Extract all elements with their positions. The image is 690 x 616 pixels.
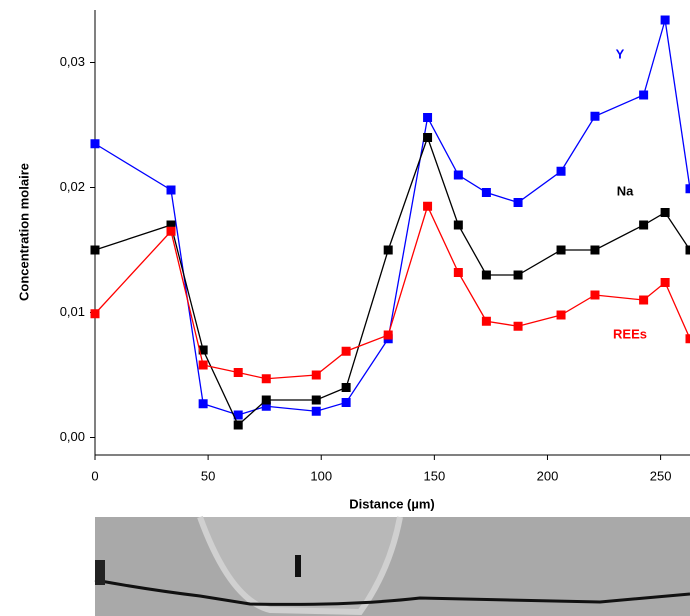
image-pore — [295, 555, 301, 577]
data-point — [556, 166, 566, 176]
data-point — [513, 198, 523, 207]
data-point — [481, 188, 491, 197]
data-point — [685, 334, 690, 344]
data-point — [556, 245, 566, 255]
data-point — [198, 345, 208, 355]
image-crack — [94, 578, 690, 606]
data-point — [198, 360, 208, 370]
data-point — [383, 330, 393, 340]
data-point — [660, 15, 670, 25]
data-point — [639, 90, 649, 100]
data-point — [423, 133, 433, 142]
data-point — [90, 139, 100, 149]
data-point — [261, 374, 271, 384]
micrograph — [94, 515, 690, 616]
data-point — [513, 270, 523, 280]
data-point — [341, 383, 351, 392]
data-point — [166, 226, 176, 236]
y-tick-label: 0,03 — [60, 54, 85, 69]
data-point — [639, 220, 649, 230]
data-point — [166, 220, 176, 230]
data-point — [233, 410, 243, 420]
data-point — [453, 220, 463, 230]
data-point — [590, 290, 600, 300]
x-tick-label: 150 — [424, 468, 446, 483]
x-tick-label: 200 — [537, 468, 559, 483]
data-point — [383, 245, 393, 255]
data-point — [261, 395, 271, 405]
x-tick-label: 100 — [310, 468, 332, 483]
data-point — [685, 245, 690, 255]
data-point — [590, 111, 600, 121]
data-point — [311, 406, 321, 416]
x-tick-label: 0 — [91, 468, 98, 483]
data-point — [453, 170, 463, 180]
data-point — [261, 401, 271, 411]
data-point — [660, 208, 670, 217]
series-line — [94, 204, 690, 380]
data-point — [453, 268, 463, 277]
data-point — [556, 310, 566, 320]
x-axis-label: Distance (µm) — [349, 496, 435, 511]
data-point — [166, 185, 176, 195]
data-point — [233, 368, 243, 377]
series-label: Y — [616, 46, 625, 61]
data-point — [341, 398, 351, 407]
data-point — [311, 370, 321, 380]
data-point — [90, 309, 100, 319]
data-point — [233, 420, 243, 430]
series-label: REEs — [613, 326, 647, 341]
data-point — [90, 245, 100, 255]
series-label: Na — [617, 183, 634, 198]
data-point — [481, 270, 491, 280]
image-rim — [197, 515, 403, 616]
data-point — [639, 295, 649, 305]
data-point — [513, 321, 523, 331]
data-point — [660, 278, 670, 287]
y-tick-label: 0,01 — [60, 304, 85, 319]
y-axis-label: Concentration molaire — [16, 163, 31, 301]
data-point — [423, 201, 433, 211]
image-pore — [95, 560, 105, 585]
data-point — [423, 113, 433, 122]
y-tick-label: 0,02 — [60, 179, 85, 194]
data-point — [311, 395, 321, 405]
data-point — [481, 316, 491, 326]
series-line — [94, 19, 690, 416]
data-point — [685, 184, 690, 194]
data-point — [341, 346, 351, 356]
data-point — [198, 399, 208, 409]
x-tick-label: 250 — [650, 468, 672, 483]
x-tick-label: 50 — [201, 468, 215, 483]
data-point — [590, 245, 600, 255]
y-tick-label: 0,00 — [60, 429, 85, 444]
